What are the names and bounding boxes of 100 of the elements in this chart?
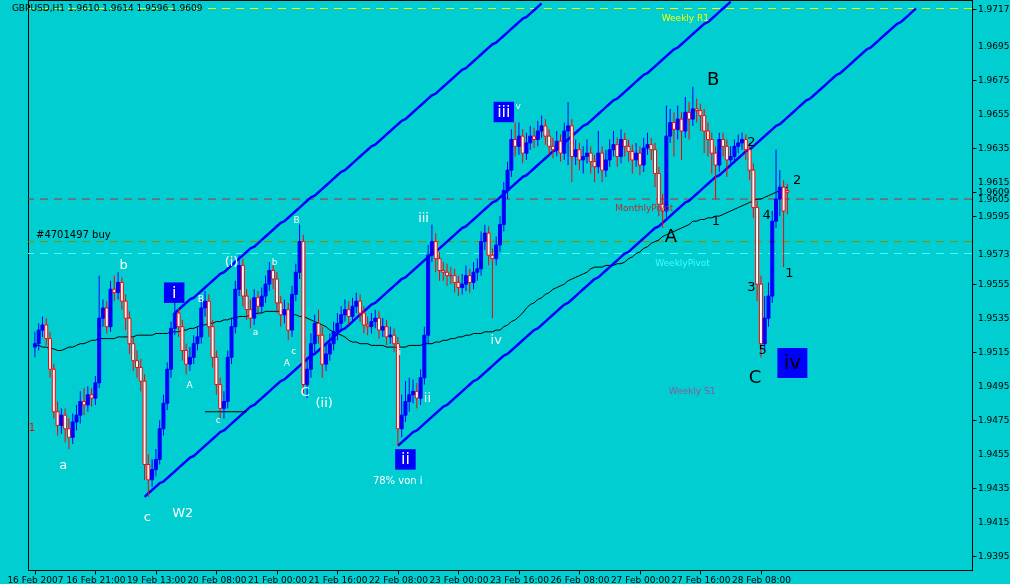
annotation: 3 xyxy=(747,279,756,294)
annotation: 1 xyxy=(711,213,721,229)
ref-line-label: #4701497 buy xyxy=(36,228,111,240)
annotation: 1 xyxy=(785,265,794,280)
candlestick xyxy=(85,385,90,413)
candlestick xyxy=(82,387,87,416)
x-tick-label: 26 Feb 08:00 xyxy=(550,574,610,584)
y-tick-label: 1.9595 xyxy=(978,211,1010,222)
x-tick-label: 21 Feb 16:00 xyxy=(308,574,368,584)
annotation: A xyxy=(283,358,291,368)
candlestick xyxy=(255,290,260,316)
y-tick-label: 1.9495 xyxy=(978,381,1010,392)
annotation: ii xyxy=(423,390,431,405)
annotation: v xyxy=(515,101,522,111)
ref-line-label: Weekly R1 xyxy=(661,12,710,23)
x-tick-label: 23 Feb 00:00 xyxy=(429,574,489,584)
annotation: a xyxy=(252,327,259,337)
annotation: (ii) xyxy=(315,395,333,410)
x-tick-label: 21 Feb 00:00 xyxy=(247,574,308,584)
candlestick xyxy=(687,101,692,141)
candlestick xyxy=(634,142,639,168)
annotation: B xyxy=(197,294,205,305)
y-tick-label: 1.9615 xyxy=(978,177,1010,188)
annotation: 2 xyxy=(793,172,802,187)
x-tick-label: 22 Feb 08:00 xyxy=(368,574,429,584)
annotation: B xyxy=(293,215,300,225)
annotation: B xyxy=(706,68,720,89)
y-tick-label: 1.9573 xyxy=(978,248,1010,259)
x-tick-label: 16 Feb 2007 xyxy=(7,574,64,584)
candlestick xyxy=(577,142,582,171)
annotation: b xyxy=(271,257,278,268)
annotation: 4 xyxy=(762,207,771,222)
candlestick xyxy=(596,130,601,175)
x-tick-label: 23 Feb 16:00 xyxy=(489,574,550,584)
annotation: C xyxy=(748,366,762,387)
candlestick xyxy=(377,310,381,340)
y-tick-label: 1.9555 xyxy=(978,279,1010,290)
candlestick xyxy=(286,302,291,341)
candlestick xyxy=(350,297,355,324)
y-tick-label: 1.9675 xyxy=(978,74,1010,85)
candlestick xyxy=(641,137,646,173)
y-tick-label: 1.9695 xyxy=(978,40,1010,51)
candlestick xyxy=(702,108,707,154)
annotation: c xyxy=(215,415,221,425)
candlestick xyxy=(740,132,745,151)
candlestick xyxy=(252,288,257,326)
annotation: a xyxy=(59,457,68,472)
candlestick xyxy=(781,179,786,268)
annotation: 2 xyxy=(747,134,756,149)
x-tick-label: 27 Feb 00:00 xyxy=(610,574,671,584)
candlestick xyxy=(116,271,121,300)
candlestick xyxy=(619,128,623,164)
x-tick-label: 28 Feb 08:00 xyxy=(731,574,792,584)
candlestick xyxy=(282,298,287,324)
candlestick xyxy=(89,387,94,408)
candlestick xyxy=(59,407,64,435)
ref-line-label: WeeklyPivot xyxy=(655,257,711,268)
candlestick xyxy=(471,261,476,290)
candlestick xyxy=(369,312,374,334)
y-tick-label: 1.9395 xyxy=(978,551,1010,562)
candlestick xyxy=(558,133,563,163)
annotation: iv xyxy=(783,350,802,374)
annotation: c xyxy=(143,509,152,524)
y-tick-label: 1.9435 xyxy=(978,483,1010,494)
y-tick-label: 1.9475 xyxy=(978,415,1010,426)
candlestick xyxy=(463,264,468,292)
x-tick-label: 16 Feb 21:00 xyxy=(66,574,126,584)
annotation: i xyxy=(171,282,177,302)
y-tick-label: 1.9455 xyxy=(978,449,1010,460)
annotation: i xyxy=(398,347,401,358)
annotation: C xyxy=(300,384,310,399)
annotation: Weekly S1 xyxy=(668,386,716,396)
y-tick-label: 1.9515 xyxy=(978,347,1010,358)
annotation: A xyxy=(186,380,194,390)
candlestick xyxy=(690,86,695,127)
line-series xyxy=(396,7,918,448)
candlestick xyxy=(516,122,521,156)
annotation: W2 xyxy=(172,505,194,520)
annotation: iii xyxy=(418,210,429,225)
annotation: b xyxy=(119,257,128,272)
candlestick xyxy=(615,137,620,168)
candlestick xyxy=(532,127,537,149)
y-tick-label: 1.9717 xyxy=(978,3,1010,14)
annotation: 1 xyxy=(28,422,36,433)
candlestick xyxy=(785,183,790,215)
y-tick-label: 1.9635 xyxy=(978,143,1010,154)
y-tick-label: 1.9415 xyxy=(978,517,1010,528)
y-tick-label: 1.9655 xyxy=(978,109,1010,119)
candlestick xyxy=(622,132,627,158)
candlestick xyxy=(535,120,540,147)
candlestick xyxy=(679,111,684,161)
y-tick-label: 1.9535 xyxy=(978,313,1010,324)
candlestick xyxy=(445,263,450,287)
candlestick xyxy=(573,139,578,166)
candlestick xyxy=(112,275,117,302)
x-tick-label: 20 Feb 08:00 xyxy=(187,574,247,584)
annotation: 78% von i xyxy=(372,475,423,486)
candlestick xyxy=(637,145,642,176)
line-series xyxy=(34,186,788,352)
candlestick xyxy=(566,101,571,166)
